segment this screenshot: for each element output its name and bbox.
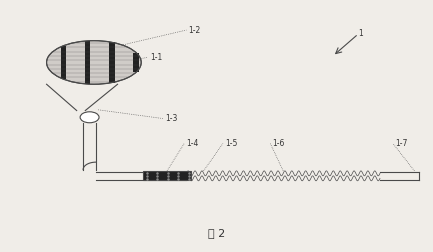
- Text: 1-2: 1-2: [188, 25, 201, 35]
- Text: 1-6: 1-6: [272, 139, 285, 148]
- Text: 1: 1: [359, 29, 363, 38]
- Text: 1-1: 1-1: [150, 53, 162, 62]
- FancyBboxPatch shape: [85, 41, 90, 84]
- FancyBboxPatch shape: [61, 46, 66, 79]
- Text: 1-5: 1-5: [225, 139, 237, 148]
- FancyBboxPatch shape: [133, 53, 139, 72]
- Text: 1-3: 1-3: [165, 114, 177, 123]
- Circle shape: [80, 112, 99, 123]
- Bar: [143, 171, 191, 180]
- FancyBboxPatch shape: [110, 42, 115, 83]
- Text: 1-4: 1-4: [186, 139, 199, 148]
- Text: 1-7: 1-7: [395, 139, 407, 148]
- Text: 图 2: 图 2: [208, 228, 225, 238]
- Ellipse shape: [47, 41, 141, 84]
